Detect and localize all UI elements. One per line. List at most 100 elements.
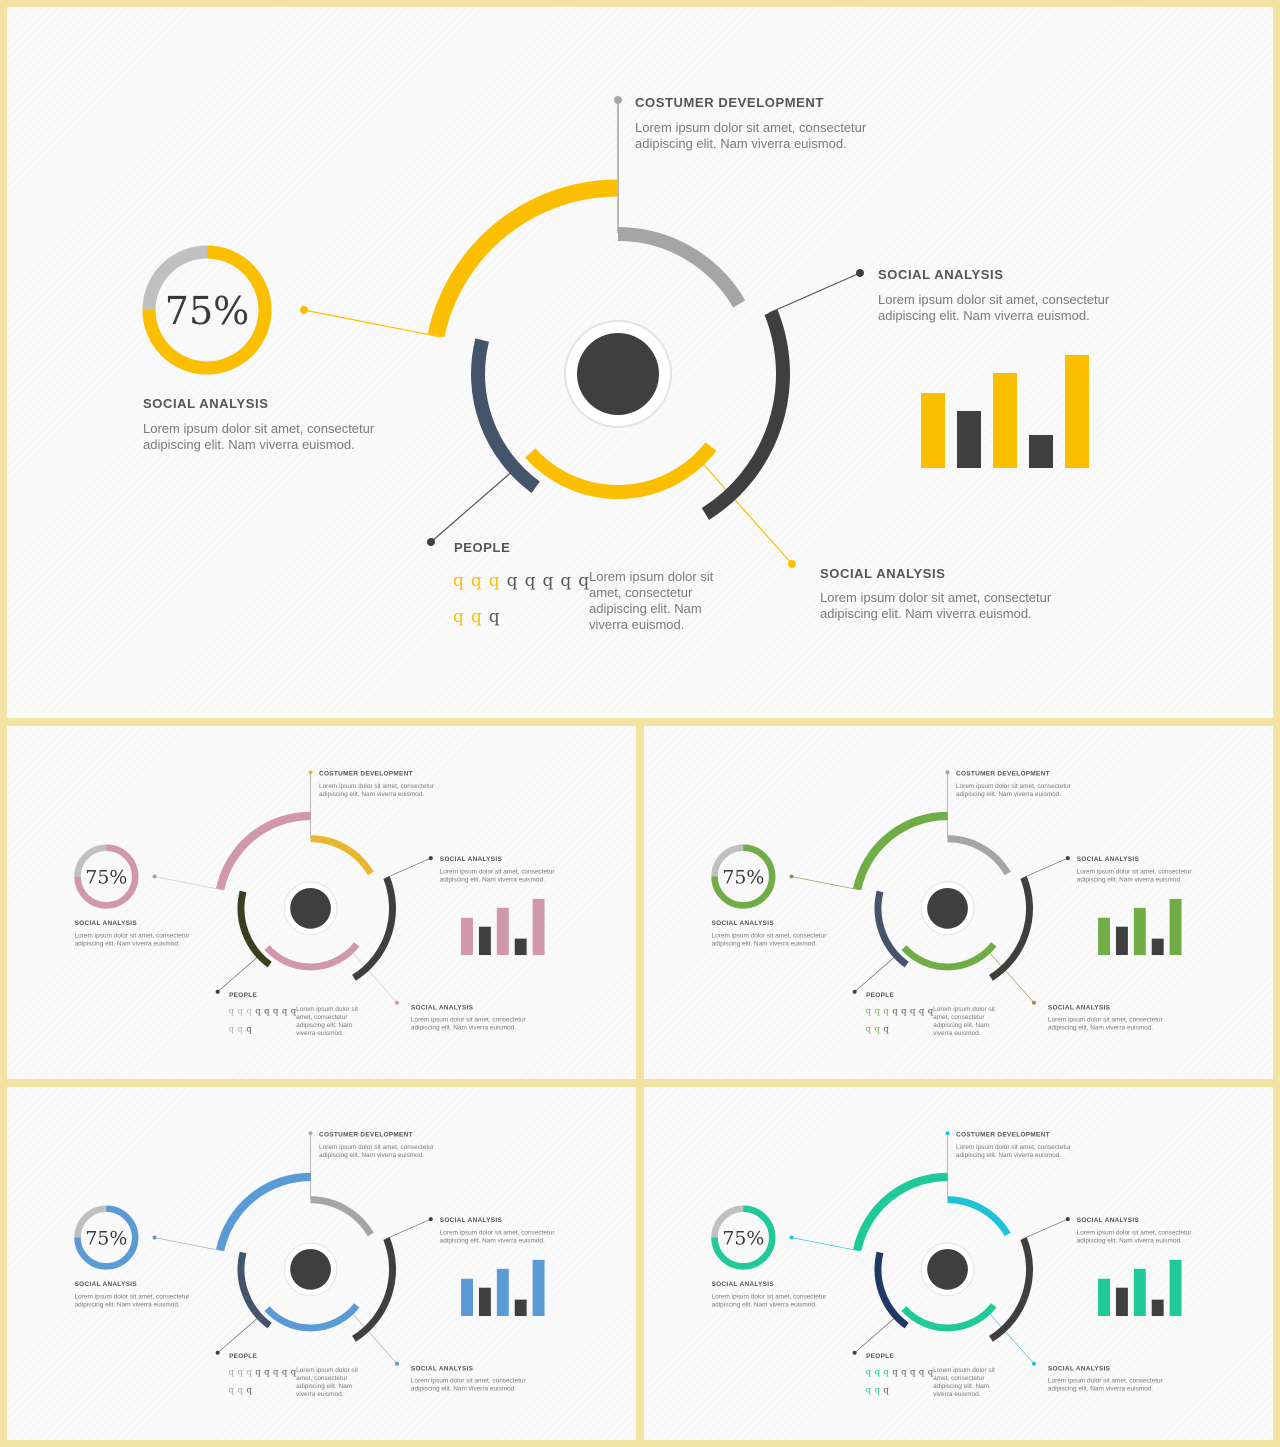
person-icon: q: [506, 571, 525, 591]
right-text: Lorem ipsum dolor sit amet, consectetur a…: [439, 867, 555, 883]
people-row-2: qqq: [229, 1385, 256, 1395]
person-icon: q: [237, 1006, 247, 1017]
person-icon: q: [874, 1385, 884, 1396]
bottom-text: Lorem ipsum dolor sit amet, consectetur a…: [1047, 1376, 1163, 1393]
bar: [532, 1259, 545, 1317]
bar: [514, 1299, 527, 1317]
left-text: Lorem ipsum dolor sit amet, consectetur a…: [143, 421, 375, 452]
connector-right: [1022, 1218, 1068, 1240]
dot-people: [215, 989, 220, 994]
bar: [514, 938, 527, 956]
progress-ring-fill: [74, 844, 139, 909]
person-icon: q: [273, 1006, 282, 1017]
left-text: Lorem ipsum dolor sit amet, consectetur a…: [74, 1292, 190, 1309]
bottom-heading: SOCIAL ANALYSIS: [1047, 1003, 1111, 1012]
bar: [1115, 926, 1128, 956]
connector-bottom: [986, 1310, 1035, 1364]
bottom-heading: SOCIAL ANALYSIS: [1047, 1364, 1111, 1373]
people-row-1: qqqqqqqq: [453, 571, 596, 591]
people-text: Lorem ipsum dolor sit amet, consectetur ad…: [589, 569, 714, 632]
arc-inner-left: [471, 338, 540, 493]
connector-people: [217, 1316, 260, 1354]
top-heading: COSTUMER DEVELOPMENT: [955, 1130, 1050, 1139]
people-heading: PEOPLE: [866, 1351, 895, 1360]
bar: [1133, 1268, 1146, 1317]
connector-bottom: [986, 949, 1035, 1003]
dot-people: [852, 989, 857, 994]
person-icon: q: [892, 1006, 902, 1017]
top-heading: COSTUMER DEVELOPMENT: [955, 769, 1050, 778]
circular-diagram: [711, 770, 1182, 1005]
arc-inner-left: [874, 1251, 909, 1329]
person-icon: q: [453, 607, 471, 627]
dot-people: [852, 1350, 857, 1355]
person-icon: q: [883, 1024, 893, 1035]
person-icon: q: [865, 1385, 875, 1396]
person-icon: q: [281, 1367, 291, 1378]
bar: [461, 1278, 473, 1317]
arc-inner-top: [617, 227, 746, 308]
person-icon: q: [255, 1006, 265, 1017]
arc-outer: [853, 811, 948, 891]
left-heading: SOCIAL ANALYSIS: [74, 919, 137, 927]
people-heading: PEOPLE: [229, 990, 258, 999]
dot-left: [152, 874, 157, 879]
slide-green: 75% COSTUMER DEVELOPMENT Lorem ipsum dol…: [644, 726, 1273, 1079]
dot-left: [300, 306, 308, 314]
dot-top: [308, 770, 313, 775]
circular-diagram: [142, 96, 1089, 568]
person-icon: q: [237, 1385, 247, 1396]
arc-inner-right: [989, 1237, 1033, 1342]
connector-people: [854, 1316, 897, 1354]
person-icon: q: [246, 1367, 256, 1378]
bar: [496, 1268, 509, 1317]
people-row-2: qqq: [866, 1385, 893, 1395]
dot-right: [1065, 856, 1070, 861]
person-icon: q: [874, 1006, 884, 1017]
connector-left: [791, 876, 860, 891]
left-heading: SOCIAL ANALYSIS: [711, 919, 774, 927]
person-icon: q: [237, 1367, 247, 1378]
dot-top: [308, 1131, 313, 1136]
bar-chart: [1098, 898, 1182, 956]
left-heading: SOCIAL ANALYSIS: [711, 1280, 774, 1288]
person-icon: q: [281, 1006, 291, 1017]
person-icon: q: [488, 571, 507, 591]
connector-left: [303, 309, 442, 338]
person-icon: q: [918, 1367, 928, 1378]
bar: [532, 898, 545, 956]
bottom-text: Lorem ipsum dolor sit amet, consectetur a…: [1047, 1015, 1163, 1032]
bottom-heading: SOCIAL ANALYSIS: [410, 1003, 474, 1012]
percent-value: 75%: [722, 866, 765, 888]
arc-inner-right: [701, 309, 790, 520]
connector-right: [1022, 857, 1068, 879]
person-icon: q: [273, 1367, 282, 1378]
connector-people: [854, 955, 897, 993]
right-heading: SOCIAL ANALYSIS: [1076, 1216, 1140, 1224]
people-text: Lorem ipsum dolor sit amet, consectetur ad…: [296, 1005, 358, 1037]
person-icon: q: [246, 1006, 256, 1017]
person-icon: q: [892, 1367, 902, 1378]
arc-inner-bottom: [901, 942, 997, 971]
arc-inner-bottom: [901, 1303, 997, 1332]
bar: [478, 926, 491, 956]
center-disc: [577, 333, 659, 415]
arc-inner-left: [237, 890, 272, 968]
arc-inner-bottom: [264, 942, 360, 971]
arc-outer: [853, 1172, 948, 1252]
people-row-2: qqq: [453, 607, 507, 627]
dot-bottom: [395, 1361, 399, 1366]
person-icon: q: [246, 1385, 256, 1396]
people-row-2: qqq: [229, 1024, 256, 1034]
arc-outer: [216, 811, 311, 891]
bar: [478, 1287, 491, 1317]
person-icon: q: [874, 1367, 884, 1378]
bar: [1169, 898, 1182, 956]
right-text: Lorem ipsum dolor sit amet, consectetur a…: [1076, 867, 1192, 883]
person-icon: q: [470, 607, 489, 627]
bar-chart: [461, 898, 545, 956]
bar: [1151, 938, 1164, 956]
top-text: Lorem ipsum dolor sit amet, consectetur a…: [955, 782, 1071, 798]
people-row-1: qqqqqqqq: [866, 1006, 937, 1016]
person-icon: q: [453, 571, 471, 591]
